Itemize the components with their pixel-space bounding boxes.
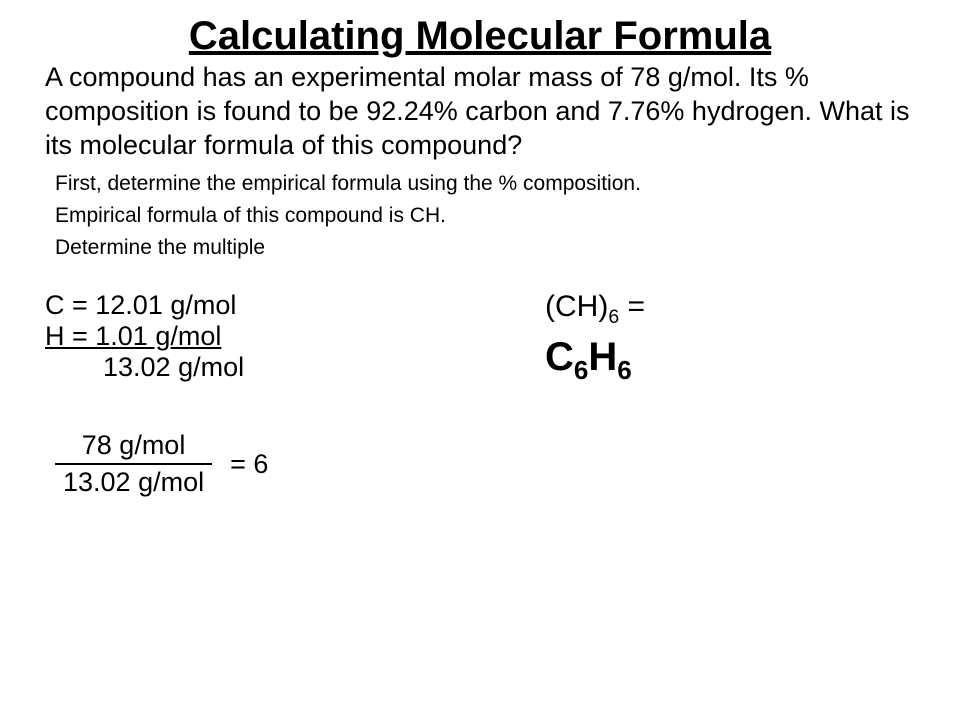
result-block: (CH)6 = C6H6 [545, 290, 645, 386]
formula-c-sub: 6 [574, 355, 588, 385]
molar-mass-calculation: C = 12.01 g/mol H = 1.01 g/mol 13.02 g/m… [45, 290, 244, 383]
formula-h: H [588, 335, 617, 379]
problem-statement: A compound has an experimental molar mas… [45, 61, 915, 162]
formula-h-sub: 6 [617, 355, 631, 385]
carbon-mass: C = 12.01 g/mol [45, 290, 244, 321]
step-1: First, determine the empirical formula u… [55, 172, 915, 196]
slide-page: Calculating Molecular Formula A compound… [0, 0, 960, 720]
molecular-formula: C6H6 [545, 335, 645, 386]
empirical-subscript: 6 [608, 306, 619, 328]
fraction-denominator: 13.02 g/mol [55, 463, 212, 498]
mass-sum: 13.02 g/mol [45, 352, 244, 383]
multiple-calculation: 78 g/mol 13.02 g/mol = 6 [45, 430, 268, 498]
fraction-numerator: 78 g/mol [55, 430, 212, 463]
fraction: 78 g/mol 13.02 g/mol [55, 430, 212, 498]
fraction-result: = 6 [230, 449, 268, 480]
step-2: Empirical formula of this compound is CH… [55, 204, 915, 228]
empirical-prefix: (CH) [545, 290, 608, 323]
page-title: Calculating Molecular Formula [45, 14, 915, 59]
empirical-suffix: = [619, 290, 645, 323]
hydrogen-mass: H = 1.01 g/mol [45, 321, 244, 352]
formula-c: C [545, 335, 574, 379]
step-3: Determine the multiple [55, 236, 915, 260]
empirical-times-n: (CH)6 = [545, 290, 645, 329]
